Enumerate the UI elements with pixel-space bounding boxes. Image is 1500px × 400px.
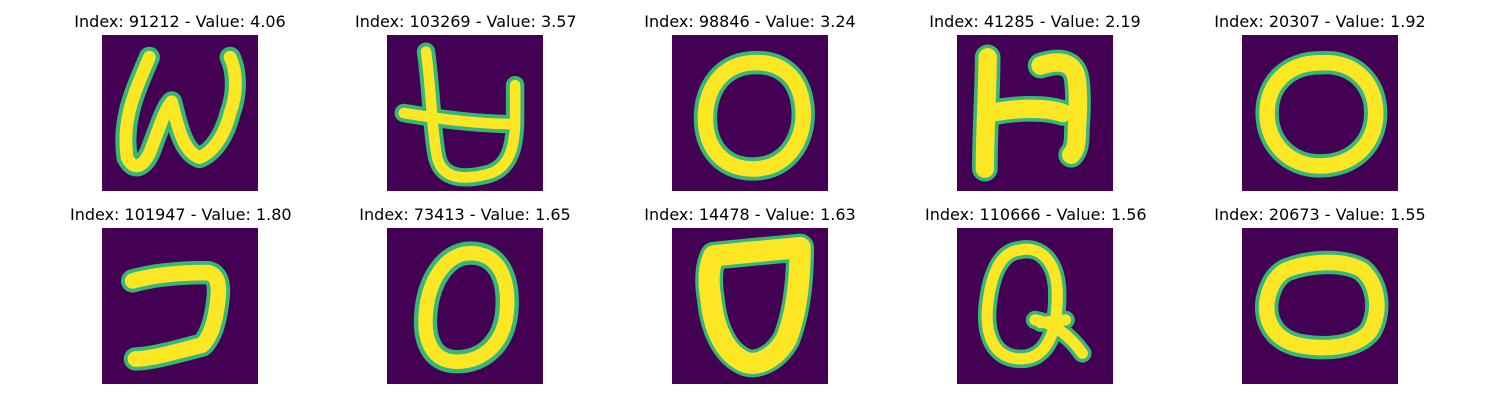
panel-title: Index: 91212 - Value: 4.06 (74, 12, 286, 31)
panel-title: Index: 101947 - Value: 1.80 (70, 205, 292, 224)
panel-title: Index: 20307 - Value: 1.92 (1214, 12, 1426, 31)
glyph-stroke (398, 46, 521, 183)
panel-7: Index: 73413 - Value: 1.65 (355, 205, 575, 385)
glyph-stroke (124, 264, 227, 367)
panel-10: Index: 20673 - Value: 1.55 (1210, 205, 1430, 385)
digit-image-o (1242, 228, 1398, 384)
glyph-stroke (1258, 254, 1385, 356)
digit-image-b-like (387, 35, 543, 191)
panel-title: Index: 103269 - Value: 3.57 (355, 12, 577, 31)
panel-title: Index: 14478 - Value: 1.63 (644, 205, 856, 224)
panel-6: Index: 101947 - Value: 1.80 (70, 205, 292, 385)
digit-image-q (957, 228, 1113, 384)
digit-image-n-like (957, 35, 1113, 191)
panel-2: Index: 103269 - Value: 3.57 (355, 12, 577, 192)
digit-image-d-like (672, 228, 828, 384)
digit-image-o (1242, 35, 1398, 191)
glyph-stroke (697, 54, 811, 177)
digit-image-2-like (102, 228, 258, 384)
glyph-stroke (975, 48, 1088, 178)
panel-9: Index: 110666 - Value: 1.56 (925, 205, 1147, 385)
panel-title: Index: 73413 - Value: 1.65 (359, 205, 571, 224)
panel-3: Index: 98846 - Value: 3.24 (640, 12, 860, 192)
glyph-stroke (698, 236, 811, 374)
panel-1: Index: 91212 - Value: 4.06 (70, 12, 290, 192)
panel-title: Index: 98846 - Value: 3.24 (644, 12, 856, 31)
glyph-stroke (1259, 54, 1384, 174)
digit-image-o (387, 228, 543, 384)
panel-8: Index: 14478 - Value: 1.63 (640, 205, 860, 385)
panel-title: Index: 41285 - Value: 2.19 (929, 12, 1141, 31)
panel-5: Index: 20307 - Value: 1.92 (1210, 12, 1430, 192)
glyph-stroke (119, 50, 242, 173)
glyph-stroke (981, 243, 1088, 365)
digit-image-o (672, 35, 828, 191)
panel-title: Index: 110666 - Value: 1.56 (925, 205, 1147, 224)
digit-image-w (102, 35, 258, 191)
panel-4: Index: 41285 - Value: 2.19 (925, 12, 1145, 192)
glyph-stroke (418, 245, 515, 369)
panel-title: Index: 20673 - Value: 1.55 (1214, 205, 1426, 224)
